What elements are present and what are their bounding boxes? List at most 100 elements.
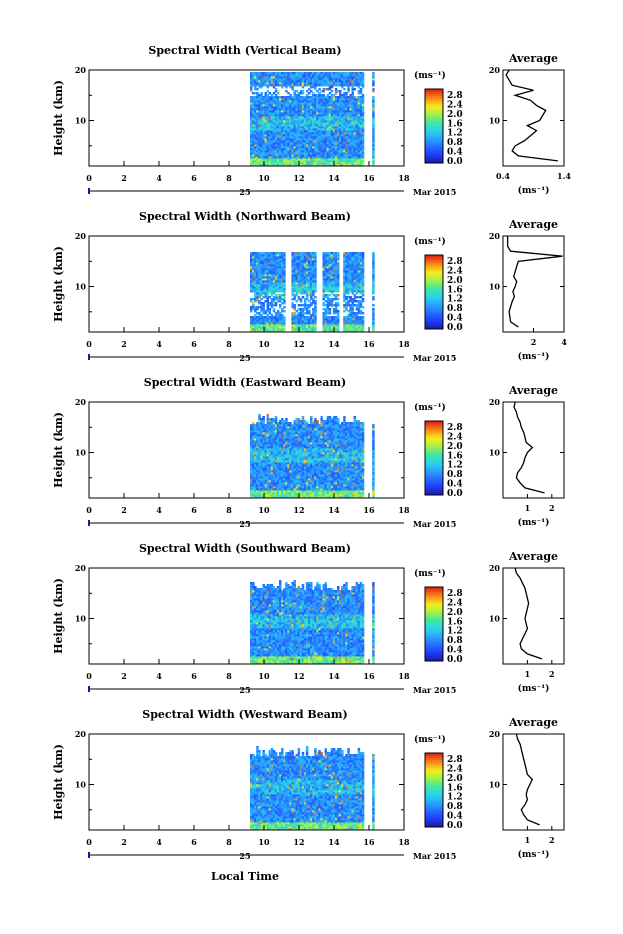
colorbar-segment <box>425 116 443 119</box>
colorbar-segment <box>425 262 443 265</box>
colorbar-segment <box>425 91 443 94</box>
colorbar-segment <box>425 285 443 288</box>
profile-title: Average <box>508 52 558 65</box>
colorbar-segment <box>425 319 443 322</box>
x-tick-label: 6 <box>191 173 197 183</box>
colorbar-segment <box>425 99 443 102</box>
heatmap-cell <box>331 90 333 92</box>
profile-line <box>506 70 558 161</box>
colorbar-segment <box>425 275 443 278</box>
colorbar-segment <box>425 304 443 307</box>
colorbar-segment <box>425 282 443 285</box>
y-tick-label: 20 <box>75 65 87 75</box>
colorbar-segment <box>425 322 443 325</box>
colorbar-segment <box>425 128 443 131</box>
x-tick-label: 4 <box>156 339 162 349</box>
heatmap-cell <box>260 92 262 94</box>
colorbar-segment <box>425 151 443 154</box>
colorbar-unit: (ms⁻¹) <box>414 236 446 247</box>
colorbar-segment <box>425 257 443 260</box>
colorbar-segment <box>425 265 443 268</box>
x-tick-label: 8 <box>226 339 232 349</box>
colorbar-segment <box>425 143 443 146</box>
colorbar-tick-label: 0.0 <box>447 157 463 167</box>
colorbar-segment <box>425 114 443 117</box>
x-tick-label: 6 <box>191 339 197 349</box>
colorbar-segment <box>425 101 443 104</box>
heatmap-cell <box>302 90 304 92</box>
x-tick-label: 10 <box>258 339 270 349</box>
colorbar-segment <box>425 141 443 144</box>
profile-x-tick-label: 1.4 <box>557 171 571 181</box>
heatmap-cell <box>372 96 374 98</box>
colorbar-segment <box>425 104 443 107</box>
heatmap-cell <box>277 90 279 92</box>
heatmap-cell <box>337 310 339 312</box>
heatmap-cell <box>372 308 374 310</box>
heatmap-cell <box>372 252 374 254</box>
heatmap-cell <box>337 302 339 304</box>
colorbar-segment <box>425 148 443 151</box>
heatmap-cell <box>362 312 364 314</box>
colorbar-segment <box>425 146 443 149</box>
x-tick-label: 0 <box>86 339 92 349</box>
panel-title: Spectral Width (Northward Beam) <box>139 210 351 223</box>
colorbar-segment <box>425 280 443 283</box>
panel-title: Spectral Width (Vertical Beam) <box>148 44 341 57</box>
heatmap-cell <box>283 252 285 254</box>
panel-3: Spectral Width (Eastward Beam)Height (km… <box>52 376 564 529</box>
heatmap-cell <box>273 308 275 310</box>
x-tick-label: 16 <box>363 339 375 349</box>
colorbar-segment <box>425 314 443 317</box>
x-tick-label: 2 <box>121 339 127 349</box>
heatmap-cell <box>372 304 374 306</box>
panel-1: Spectral Width (Vertical Beam)Height (km… <box>52 44 571 197</box>
heatmap-cells <box>250 414 375 498</box>
heatmap-cell <box>283 310 285 312</box>
x-tick-label: 4 <box>156 173 162 183</box>
colorbar-segment <box>425 126 443 129</box>
x-tick-label: 8 <box>226 173 232 183</box>
x-tick-label: 14 <box>328 339 340 349</box>
profile-x-tick-label: 0.4 <box>496 171 510 181</box>
heatmap-cells <box>250 72 375 166</box>
panel-title: Spectral Width (Eastward Beam) <box>144 376 346 389</box>
profile-line <box>508 236 563 327</box>
profile-y-tick-label: 20 <box>489 65 501 75</box>
y-tick-label: 10 <box>75 116 87 126</box>
colorbar-segment <box>425 324 443 327</box>
heatmap-cell <box>362 306 364 308</box>
colorbar-tick-label: 0.0 <box>447 323 463 333</box>
x-tick-label: 16 <box>363 173 375 183</box>
colorbar-segment <box>425 94 443 97</box>
heatmap-cell <box>314 300 316 302</box>
heatmap-cell <box>343 88 345 90</box>
x-tick-label: 12 <box>293 173 304 183</box>
colorbar-segment <box>425 312 443 315</box>
heatmap-cell <box>337 252 339 254</box>
profile-frame <box>503 236 564 332</box>
colorbar-segment <box>425 109 443 112</box>
heatmap-cell <box>372 296 374 298</box>
heatmap-cell <box>308 310 310 312</box>
heatmap-cell <box>362 94 364 96</box>
profile-unit: (ms⁻¹) <box>518 351 550 362</box>
heatmap-cell <box>283 306 285 308</box>
colorbar-segment <box>425 292 443 295</box>
profile-y-tick-label: 20 <box>489 231 501 241</box>
colorbar-segment <box>425 294 443 297</box>
colorbar-segment <box>425 317 443 320</box>
colorbar-segment <box>425 131 443 134</box>
heatmap-cell <box>354 88 356 90</box>
x-tick-label: 14 <box>328 173 340 183</box>
date-day-label: 25 <box>239 187 250 197</box>
colorbar: 2.82.42.01.61.20.80.40.0 <box>425 89 463 167</box>
colorbar-segment <box>425 124 443 127</box>
heatmap-cell <box>372 72 374 74</box>
heatmap-cell <box>337 298 339 300</box>
colorbar-segment <box>425 309 443 312</box>
colorbar: 2.82.42.01.61.20.80.40.0 <box>425 255 463 333</box>
colorbar-segment <box>425 299 443 302</box>
